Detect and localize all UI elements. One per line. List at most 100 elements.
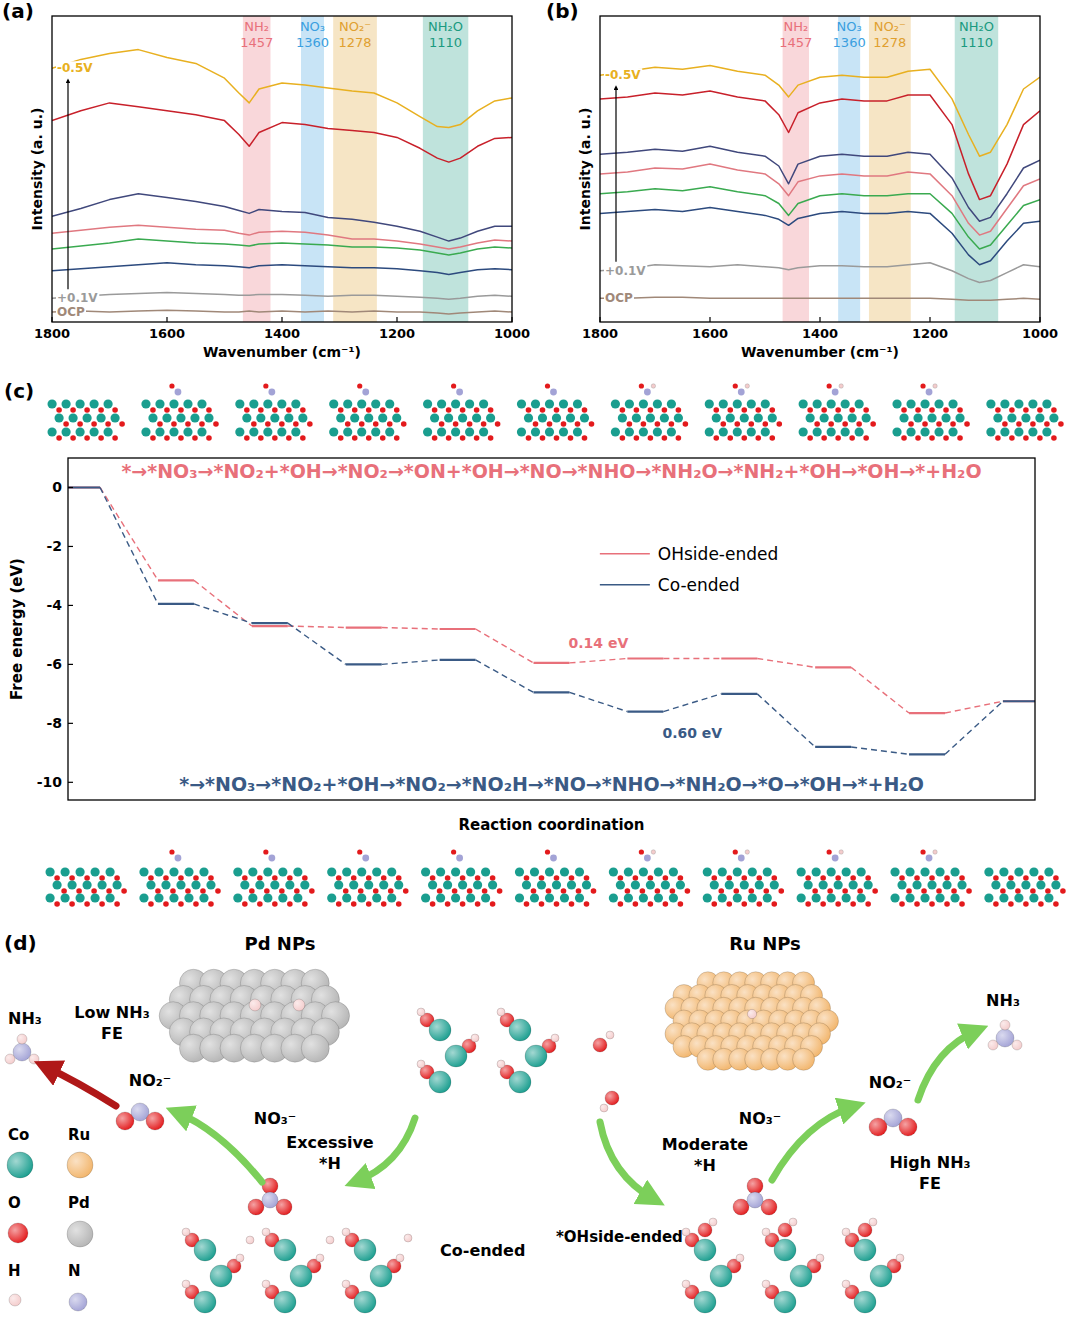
atom xyxy=(486,413,495,422)
atom xyxy=(540,435,546,441)
energy-level xyxy=(815,666,851,668)
structure-thumbnail xyxy=(797,849,878,906)
atom xyxy=(460,407,466,413)
atom xyxy=(804,880,813,889)
atom xyxy=(733,1199,749,1215)
atom xyxy=(533,421,539,427)
atom xyxy=(481,893,490,902)
atom xyxy=(761,427,770,436)
co-oxide-chain xyxy=(417,1008,479,1093)
atom xyxy=(171,421,177,427)
atom xyxy=(546,888,552,894)
molecule xyxy=(248,1178,292,1215)
energy-level xyxy=(252,625,288,627)
atom xyxy=(286,435,292,441)
atom xyxy=(193,901,199,907)
atom xyxy=(718,888,724,894)
atom xyxy=(943,435,949,441)
atom xyxy=(827,427,836,436)
series-label: OCP xyxy=(57,305,85,319)
atom xyxy=(531,427,540,436)
energy-level xyxy=(534,662,570,664)
atom xyxy=(481,867,490,876)
atom xyxy=(277,427,286,436)
atom xyxy=(465,427,474,436)
atom xyxy=(451,427,460,436)
atom xyxy=(651,384,655,388)
atom xyxy=(169,383,174,388)
atom xyxy=(698,1223,712,1237)
atom xyxy=(1002,421,1008,427)
atom xyxy=(105,893,114,902)
atom xyxy=(957,880,966,889)
atom xyxy=(1000,1020,1010,1030)
atom xyxy=(268,855,275,862)
atom xyxy=(329,399,338,408)
atom xyxy=(150,435,156,441)
atom xyxy=(421,867,430,876)
atom xyxy=(370,1265,392,1287)
atom xyxy=(654,893,663,902)
tick xyxy=(709,317,710,322)
atom xyxy=(474,435,480,441)
atom xyxy=(336,875,342,881)
atom xyxy=(639,427,648,436)
atom xyxy=(47,427,56,436)
atom xyxy=(545,399,554,408)
atom xyxy=(661,880,670,889)
atom xyxy=(263,849,268,854)
tick xyxy=(396,317,397,322)
band xyxy=(423,16,468,322)
atom xyxy=(763,867,772,876)
atom xyxy=(1038,901,1044,907)
structure-thumbnail xyxy=(233,849,314,906)
atom xyxy=(349,880,358,889)
atom xyxy=(993,875,999,881)
atom xyxy=(430,875,436,881)
atom xyxy=(740,880,749,889)
atom xyxy=(799,399,808,408)
atom xyxy=(56,435,62,441)
connector xyxy=(851,667,909,713)
atom xyxy=(920,849,925,854)
atom xyxy=(789,1218,797,1226)
atom xyxy=(45,867,54,876)
atom xyxy=(381,901,387,907)
tick-label: 1600 xyxy=(692,326,728,341)
label: NO₃⁻ xyxy=(254,1109,296,1128)
energy-level xyxy=(440,659,476,661)
atom xyxy=(927,413,936,422)
energy-level xyxy=(627,657,663,659)
atom xyxy=(106,888,112,894)
atom xyxy=(560,867,569,876)
spectrum-line xyxy=(52,239,512,255)
atom-legend-label: O xyxy=(8,1194,21,1212)
atom xyxy=(606,1031,614,1039)
co-oxide-chain xyxy=(262,1228,324,1313)
atom xyxy=(948,427,957,436)
atom xyxy=(763,888,769,894)
atom xyxy=(291,427,300,436)
band xyxy=(333,16,377,322)
label-line: Moderate xyxy=(662,1135,749,1154)
atom xyxy=(509,1071,531,1093)
atom xyxy=(646,413,655,422)
atom xyxy=(820,901,826,907)
energy-level xyxy=(346,663,382,665)
atom xyxy=(842,421,848,427)
atom xyxy=(401,421,407,427)
structure-thumbnail xyxy=(986,399,1063,440)
atom xyxy=(892,427,901,436)
atom xyxy=(215,888,221,894)
atom xyxy=(850,901,856,907)
structure-thumbnail xyxy=(141,383,218,440)
atom xyxy=(445,875,451,881)
series-label: -0.5V xyxy=(57,61,93,75)
atom xyxy=(762,421,768,427)
atom xyxy=(432,435,438,441)
atom xyxy=(869,1218,877,1226)
tick xyxy=(68,723,73,724)
atom xyxy=(342,1228,350,1236)
atom xyxy=(235,399,244,408)
atom xyxy=(644,855,651,862)
